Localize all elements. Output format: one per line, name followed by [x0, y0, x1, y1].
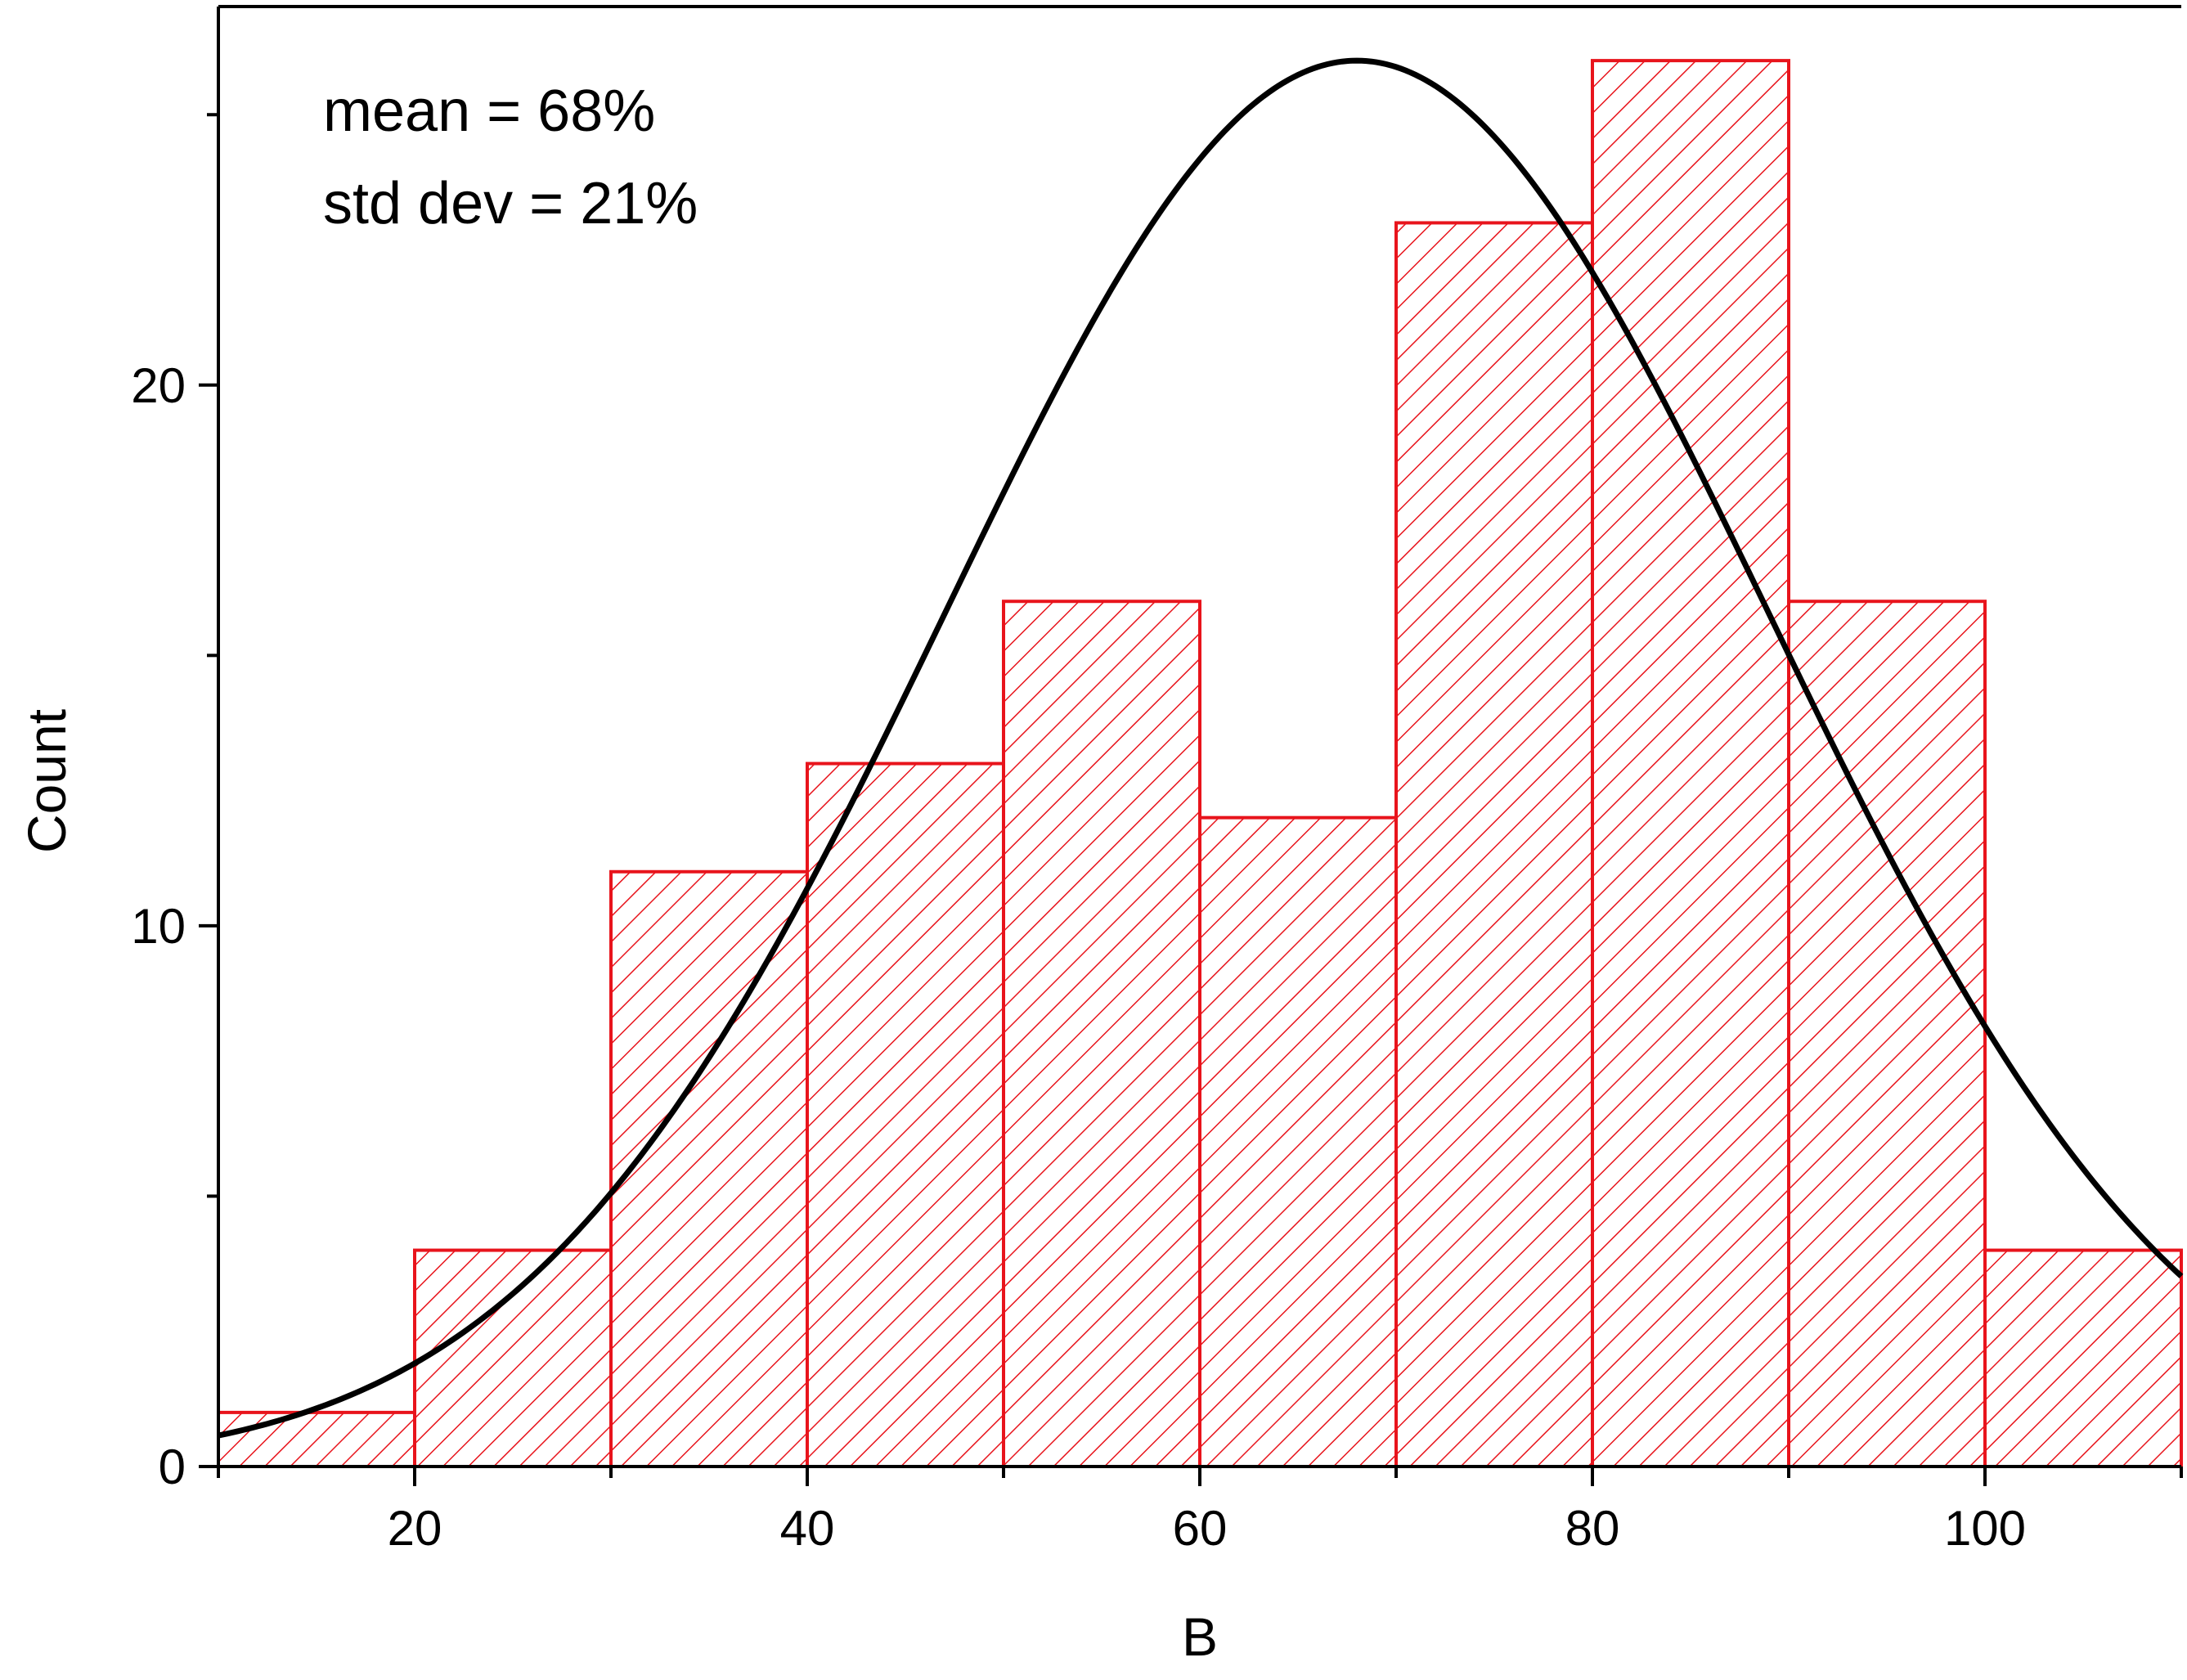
- histogram-bar-5: [1198, 815, 1398, 1468]
- y-tick-label-10: 10: [131, 899, 186, 954]
- x-axis-title: B: [1182, 1606, 1218, 1667]
- x-tick-label-100: 100: [1944, 1501, 2026, 1556]
- y-tick-label-0: 0: [159, 1440, 186, 1494]
- histogram-bar-8: [1787, 600, 1987, 1469]
- histogram-bar-7: [1591, 59, 1790, 1469]
- histogram-bar-4: [1002, 600, 1201, 1469]
- labels-layer: 20 40 60 80 100 0 10 20: [131, 358, 2026, 1556]
- histogram-bar-6: [1394, 221, 1594, 1468]
- y-tick-label-20: 20: [131, 358, 186, 413]
- histogram-bar-9: [1983, 1248, 2183, 1468]
- histogram-bar-2: [609, 869, 809, 1469]
- x-tick-label-60: 60: [1173, 1501, 1228, 1556]
- histogram-bar-3: [806, 761, 1005, 1468]
- x-tick-label-40: 40: [780, 1501, 835, 1556]
- annotation-std-dev: std dev = 21%: [323, 171, 698, 236]
- y-axis-title: Count: [16, 709, 77, 853]
- x-tick-label-20: 20: [388, 1501, 442, 1556]
- histogram-bar-0: [217, 1410, 416, 1469]
- axes-layer: [199, 5, 2183, 1486]
- histogram-bar-1: [413, 1248, 613, 1468]
- x-tick-label-80: 80: [1565, 1501, 1620, 1556]
- fit-curve-layer: [218, 57, 2184, 1439]
- bars-layer: [217, 59, 2183, 1469]
- normal-fit-curve: [218, 57, 2184, 1439]
- annotation-mean: mean = 68%: [323, 79, 655, 144]
